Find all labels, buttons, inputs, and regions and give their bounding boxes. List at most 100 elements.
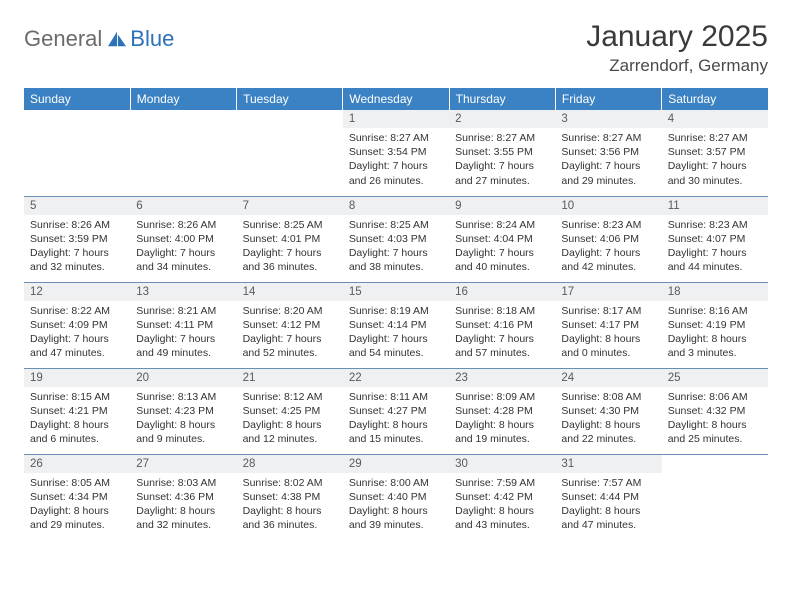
sunset-text: Sunset: 4:28 PM: [455, 404, 549, 418]
sunrise-text: Sunrise: 8:22 AM: [30, 304, 124, 318]
day-number: 9: [449, 197, 555, 215]
weekday-header: Sunday: [24, 88, 130, 110]
calendar-day-cell: 21Sunrise: 8:12 AMSunset: 4:25 PMDayligh…: [237, 368, 343, 454]
month-title: January 2025: [586, 20, 768, 54]
sunrise-text: Sunrise: 8:21 AM: [136, 304, 230, 318]
calendar-week-row: 1Sunrise: 8:27 AMSunset: 3:54 PMDaylight…: [24, 110, 768, 196]
day-body: Sunrise: 8:19 AMSunset: 4:14 PMDaylight:…: [343, 301, 449, 367]
day-body: Sunrise: 7:59 AMSunset: 4:42 PMDaylight:…: [449, 473, 555, 539]
day-body: Sunrise: 8:13 AMSunset: 4:23 PMDaylight:…: [130, 387, 236, 453]
calendar-week-row: 26Sunrise: 8:05 AMSunset: 4:34 PMDayligh…: [24, 454, 768, 540]
sunset-text: Sunset: 4:21 PM: [30, 404, 124, 418]
sunset-text: Sunset: 4:14 PM: [349, 318, 443, 332]
day-number: 5: [24, 197, 130, 215]
logo: General Blue: [24, 20, 174, 52]
sunrise-text: Sunrise: 8:15 AM: [30, 390, 124, 404]
calendar-day-cell: 7Sunrise: 8:25 AMSunset: 4:01 PMDaylight…: [237, 196, 343, 282]
daylight-text: Daylight: 8 hours and 12 minutes.: [243, 418, 337, 446]
daylight-text: Daylight: 8 hours and 47 minutes.: [561, 504, 655, 532]
daylight-text: Daylight: 7 hours and 29 minutes.: [561, 159, 655, 187]
daylight-text: Daylight: 8 hours and 29 minutes.: [30, 504, 124, 532]
calendar-day-cell: 2Sunrise: 8:27 AMSunset: 3:55 PMDaylight…: [449, 110, 555, 196]
sunrise-text: Sunrise: 8:16 AM: [668, 304, 762, 318]
day-number: 15: [343, 283, 449, 301]
sunrise-text: Sunrise: 8:12 AM: [243, 390, 337, 404]
calendar-day-cell: 20Sunrise: 8:13 AMSunset: 4:23 PMDayligh…: [130, 368, 236, 454]
weekday-header: Thursday: [449, 88, 555, 110]
sunset-text: Sunset: 3:56 PM: [561, 145, 655, 159]
sunset-text: Sunset: 3:59 PM: [30, 232, 124, 246]
logo-text-general: General: [24, 26, 102, 52]
sunset-text: Sunset: 4:17 PM: [561, 318, 655, 332]
calendar-day-cell: 3Sunrise: 8:27 AMSunset: 3:56 PMDaylight…: [555, 110, 661, 196]
sunrise-text: Sunrise: 8:11 AM: [349, 390, 443, 404]
day-number: 16: [449, 283, 555, 301]
calendar-week-row: 5 Sunrise: 8:26 AM Sunset: 3:59 PM Daylight…: [24, 196, 768, 282]
sunset-text: Sunset: 3:54 PM: [349, 145, 443, 159]
location: Zarrendorf, Germany: [586, 56, 768, 76]
day-body: Sunrise: 7:57 AMSunset: 4:44 PMDaylight:…: [555, 473, 661, 539]
sunrise-text: Sunrise: 7:59 AM: [455, 476, 549, 490]
daylight-text: Daylight: 7 hours and 49 minutes.: [136, 332, 230, 360]
day-body: Sunrise: 8:12 AMSunset: 4:25 PMDaylight:…: [237, 387, 343, 453]
day-number: 20: [130, 369, 236, 387]
sunrise-text: Sunrise: 8:05 AM: [30, 476, 124, 490]
daylight-text: Daylight: 8 hours and 43 minutes.: [455, 504, 549, 532]
sunset-text: Sunset: 4:11 PM: [136, 318, 230, 332]
weekday-header: Monday: [130, 88, 236, 110]
daylight-text: Daylight: 8 hours and 6 minutes.: [30, 418, 124, 446]
daylight-text: Daylight: 8 hours and 9 minutes.: [136, 418, 230, 446]
sunset-text: Sunset: 4:16 PM: [455, 318, 549, 332]
day-body: Sunrise: 8:17 AMSunset: 4:17 PMDaylight:…: [555, 301, 661, 367]
sunset-text: Sunset: 4:38 PM: [243, 490, 337, 504]
calendar-day-cell: 8Sunrise: 8:25 AMSunset: 4:03 PMDaylight…: [343, 196, 449, 282]
calendar-day-cell: 22Sunrise: 8:11 AMSunset: 4:27 PMDayligh…: [343, 368, 449, 454]
daylight-text: Daylight: 7 hours and 36 minutes.: [243, 246, 337, 274]
day-number: 24: [555, 369, 661, 387]
sunrise-text: Sunrise: 8:27 AM: [561, 131, 655, 145]
calendar-week-row: 12Sunrise: 8:22 AMSunset: 4:09 PMDayligh…: [24, 282, 768, 368]
day-body: Sunrise: 8:21 AMSunset: 4:11 PMDaylight:…: [130, 301, 236, 367]
daylight-text: Daylight: 8 hours and 32 minutes.: [136, 504, 230, 532]
calendar-day-cell: 9Sunrise: 8:24 AMSunset: 4:04 PMDaylight…: [449, 196, 555, 282]
sunset-text: Sunset: 4:44 PM: [561, 490, 655, 504]
sunset-text: Sunset: 4:32 PM: [668, 404, 762, 418]
sunset-text: Sunset: 4:04 PM: [455, 232, 549, 246]
calendar-day-cell: 12Sunrise: 8:22 AMSunset: 4:09 PMDayligh…: [24, 282, 130, 368]
calendar-day-cell: 13Sunrise: 8:21 AMSunset: 4:11 PMDayligh…: [130, 282, 236, 368]
calendar-day-cell: 4Sunrise: 8:27 AMSunset: 3:57 PMDaylight…: [662, 110, 768, 196]
day-number: 21: [237, 369, 343, 387]
sunset-text: Sunset: 3:55 PM: [455, 145, 549, 159]
sunrise-text: Sunrise: 8:03 AM: [136, 476, 230, 490]
sunrise-text: Sunrise: 8:26 AM: [136, 218, 230, 232]
calendar-day-cell: 10Sunrise: 8:23 AMSunset: 4:06 PMDayligh…: [555, 196, 661, 282]
daylight-text: Daylight: 8 hours and 36 minutes.: [243, 504, 337, 532]
sunrise-text: Sunrise: 8:13 AM: [136, 390, 230, 404]
day-body: Sunrise: 8:00 AMSunset: 4:40 PMDaylight:…: [343, 473, 449, 539]
day-body: Sunrise: 8:06 AMSunset: 4:32 PMDaylight:…: [662, 387, 768, 453]
logo-sail-icon: [106, 30, 128, 48]
day-number: 30: [449, 455, 555, 473]
sunset-text: Sunset: 4:19 PM: [668, 318, 762, 332]
daylight-text: Daylight: 8 hours and 39 minutes.: [349, 504, 443, 532]
sunset-text: Sunset: 4:40 PM: [349, 490, 443, 504]
day-body: Sunrise: 8:16 AMSunset: 4:19 PMDaylight:…: [662, 301, 768, 367]
sunrise-text: Sunrise: 8:02 AM: [243, 476, 337, 490]
sunrise-text: Sunrise: 8:20 AM: [243, 304, 337, 318]
weekday-header-row: Sunday Monday Tuesday Wednesday Thursday…: [24, 88, 768, 110]
day-body: Sunrise: 8:27 AMSunset: 3:57 PMDaylight:…: [662, 128, 768, 194]
calendar-day-cell: 27Sunrise: 8:03 AMSunset: 4:36 PMDayligh…: [130, 454, 236, 540]
sunrise-text: Sunrise: 8:00 AM: [349, 476, 443, 490]
day-body: Sunrise: 8:09 AMSunset: 4:28 PMDaylight:…: [449, 387, 555, 453]
daylight-text: Daylight: 8 hours and 0 minutes.: [561, 332, 655, 360]
daylight-text: Daylight: 7 hours and 38 minutes.: [349, 246, 443, 274]
day-body: Sunrise: 8:23 AMSunset: 4:06 PMDaylight:…: [555, 215, 661, 281]
calendar-day-cell: [237, 110, 343, 196]
sunrise-text: Sunrise: 8:23 AM: [561, 218, 655, 232]
calendar-day-cell: 30Sunrise: 7:59 AMSunset: 4:42 PMDayligh…: [449, 454, 555, 540]
header: General Blue January 2025 Zarrendorf, Ge…: [24, 20, 768, 76]
calendar-day-cell: 17Sunrise: 8:17 AMSunset: 4:17 PMDayligh…: [555, 282, 661, 368]
calendar-week-row: 19Sunrise: 8:15 AMSunset: 4:21 PMDayligh…: [24, 368, 768, 454]
calendar-day-cell: [662, 454, 768, 540]
calendar-day-cell: 31Sunrise: 7:57 AMSunset: 4:44 PMDayligh…: [555, 454, 661, 540]
